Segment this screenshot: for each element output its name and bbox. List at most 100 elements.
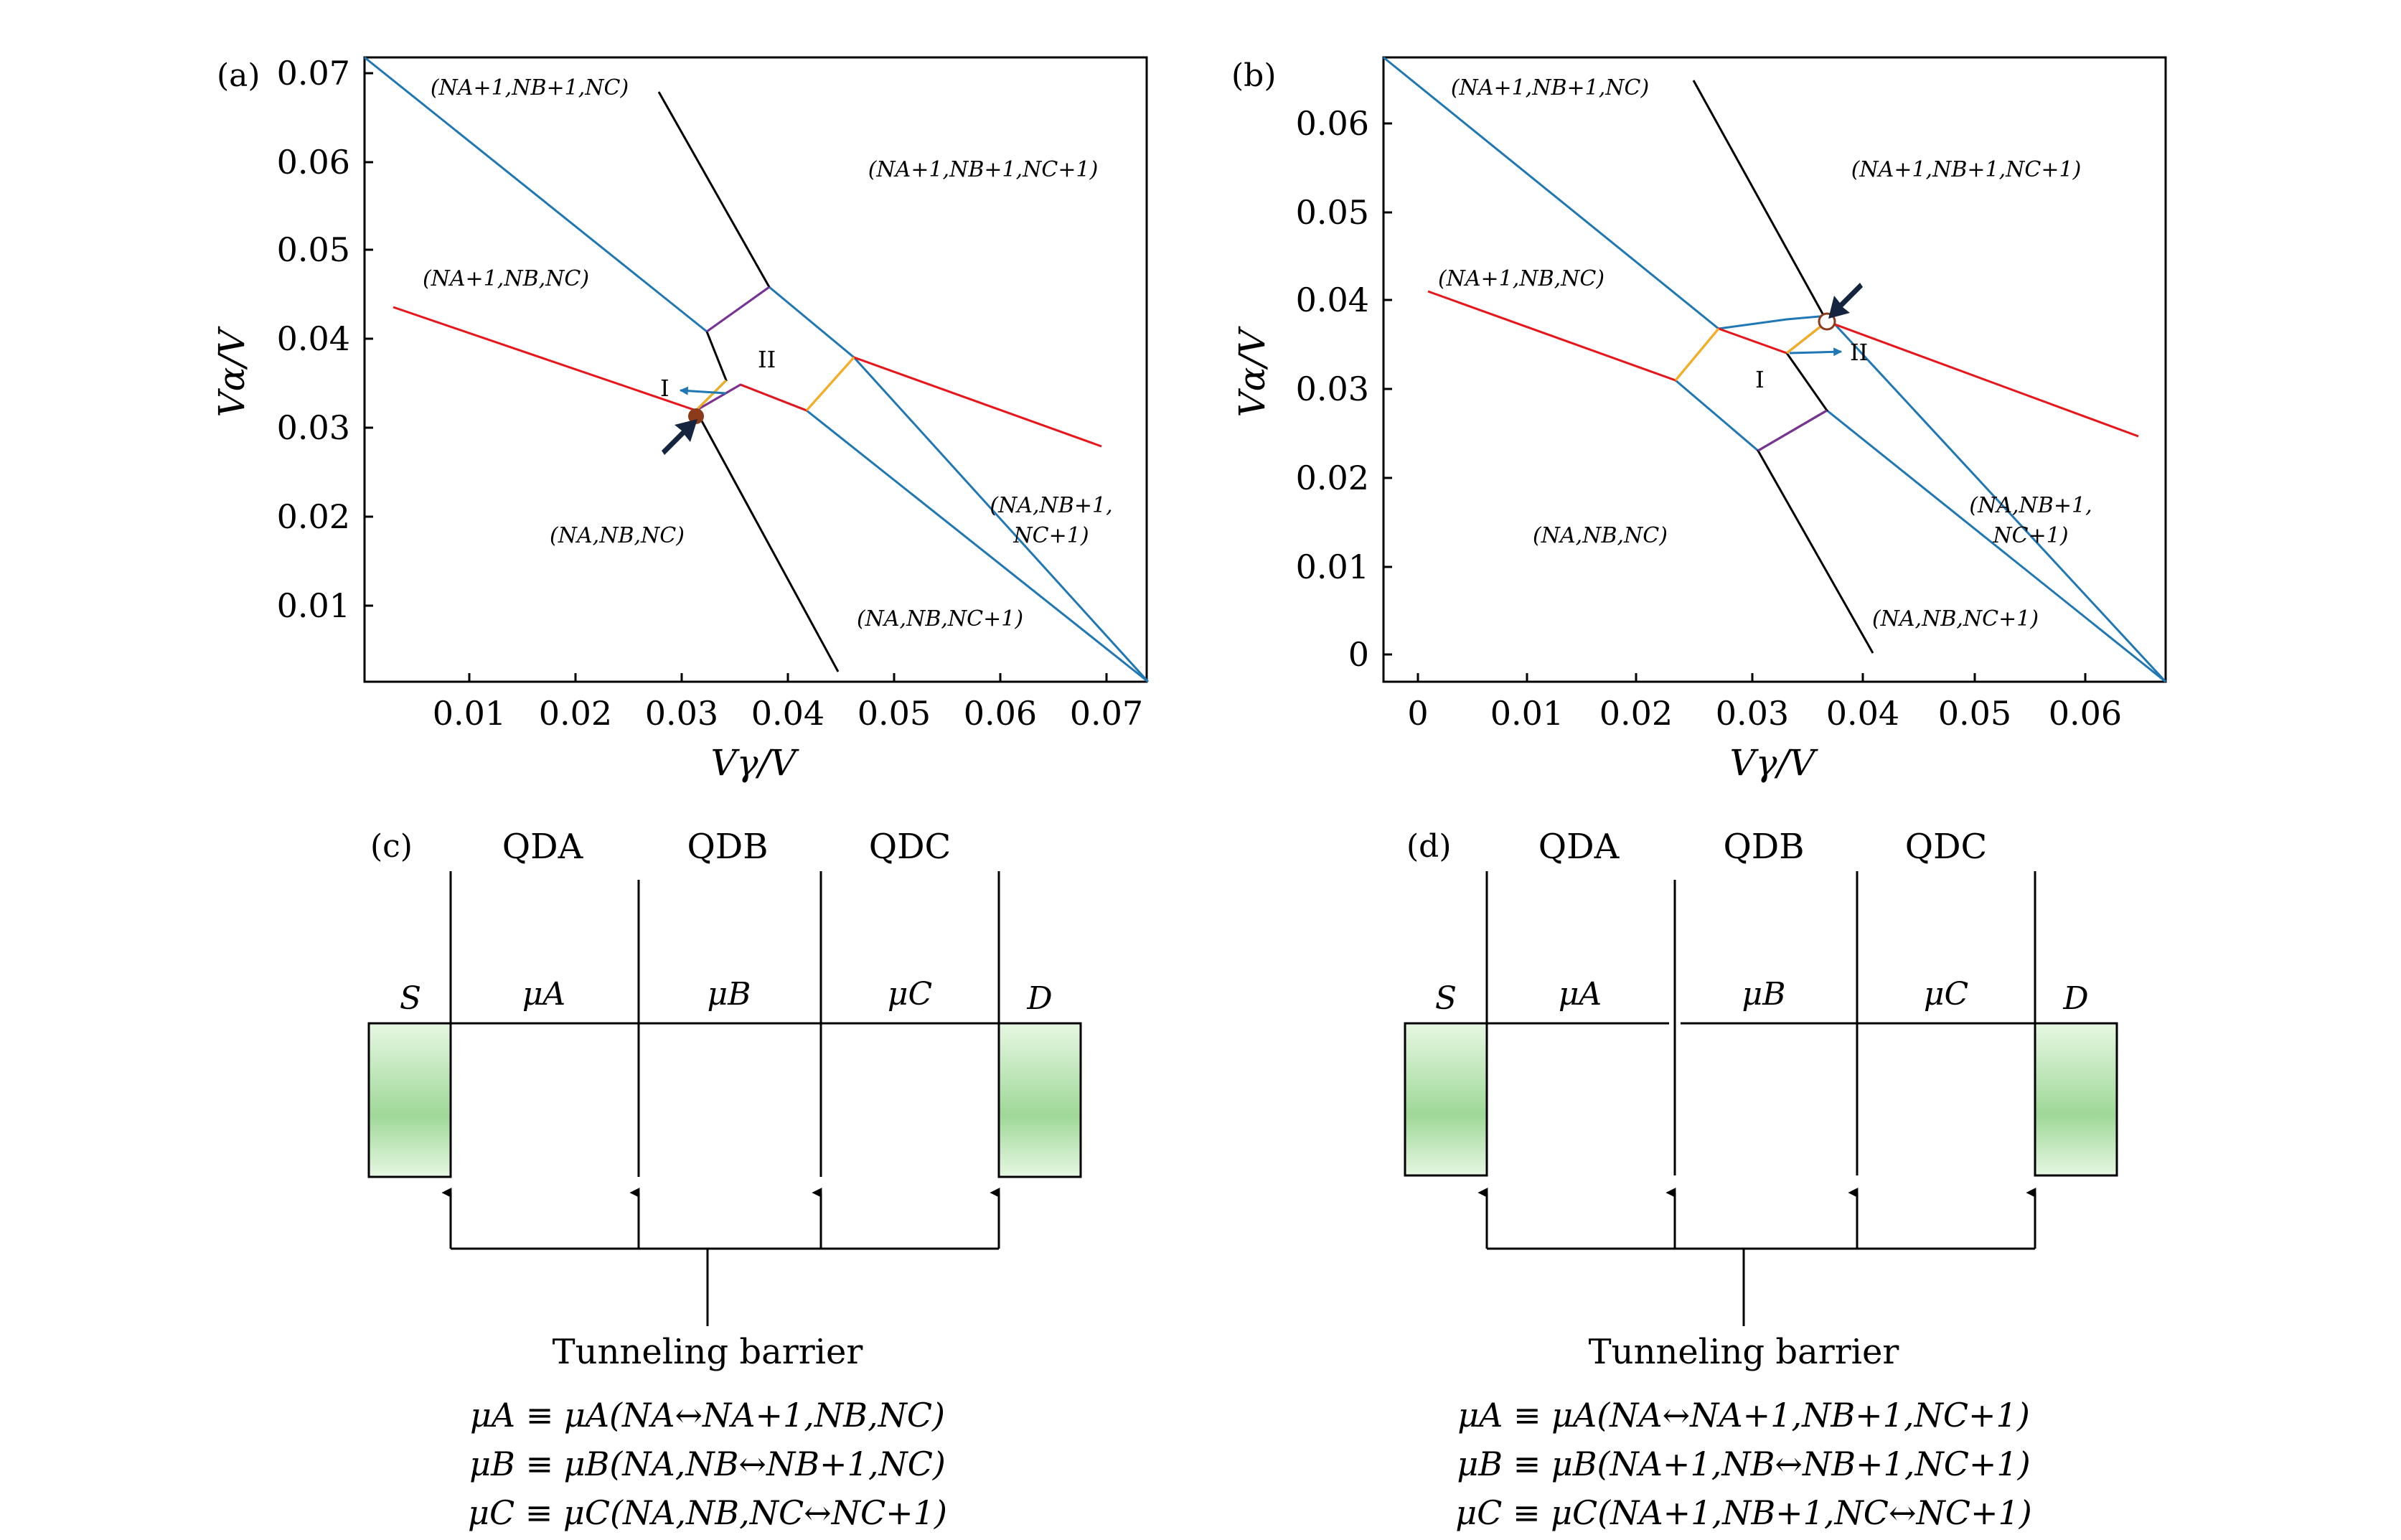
panel-d-mu-labels: μA μB μC (1559, 976, 1968, 1013)
drain-electrode (2034, 1022, 2118, 1177)
y-axis-label: Vα/V (211, 326, 253, 418)
region-label: (NA+1,NB+1,NC+1) (1851, 157, 2082, 182)
x-tick-label: 0.02 (1599, 694, 1673, 733)
panel-d-wires (1477, 871, 2036, 1326)
y-tick-label: 0.04 (1296, 281, 1369, 319)
orange-segment (1674, 328, 1720, 381)
panel-c-equations: μA ≡ μA(NA↔NA+1,NB,NC) μB ≡ μB(NA,NB↔NB+… (468, 1396, 947, 1532)
panel-c: (c) QDA QDB QDC S D μA μB μC Tunnel (367, 827, 1082, 1532)
mu-label: μC (888, 976, 932, 1013)
region-label: (NA,NB,NC) (1533, 523, 1668, 548)
region-label: (NA+1,NB,NC) (1438, 266, 1604, 291)
equation: μA ≡ μA(NA↔NA+1,NB,NC) (470, 1396, 945, 1435)
y-tick-label: 0.01 (1296, 548, 1369, 586)
region-label: (NA+1,NB+1,NC) (431, 75, 629, 100)
panel-d-label: (d) (1406, 828, 1452, 865)
transition-arrow-icon (679, 386, 727, 395)
panel-a-label: (a) (217, 57, 260, 94)
region-label: (NA+1,NB+1,NC) (1451, 75, 1649, 100)
panel-b-axes (1382, 56, 2167, 683)
panel-a-region-labels: (NA+1,NB+1,NC) (NA+1,NB+1,NC+1) (NA+1,NB… (423, 75, 1113, 632)
region-label: (NA,NB,NC) (550, 523, 685, 548)
panel-d: (d) QDA QDB QDC S D μA μB μC (1404, 827, 2118, 1532)
panel-a: (a) 0.01 0.02 0.03 0.04 0.05 0.06 0.07 (211, 54, 1150, 784)
panel-b-xticks: 0 0.01 0.02 0.03 0.04 0.05 0.06 (1407, 694, 2122, 733)
region-label: (NA,NB,NC+1) (1872, 606, 2039, 632)
panel-b-yticks: 0 0.01 0.02 0.03 0.04 0.05 0.06 (1296, 104, 1369, 674)
equation: μB ≡ μB(NA+1,NB↔NB+1,NC+1) (1457, 1445, 2030, 1483)
x-tick-label: 0.07 (1070, 694, 1143, 733)
mu-label: μB (708, 976, 751, 1013)
x-tick-label: 0.01 (1490, 694, 1564, 733)
orange-segment (805, 357, 855, 411)
x-axis-label: Vγ/V (711, 742, 800, 784)
x-tick-label: 0.06 (964, 694, 1037, 733)
source-label: S (1435, 980, 1457, 1017)
blue-boundary-lower (1675, 379, 2166, 683)
region-label: NC+1) (1012, 523, 1089, 548)
equation: μA ≡ μA(NA↔NA+1,NB+1,NC+1) (1457, 1396, 2030, 1435)
y-tick-label: 0.03 (277, 408, 350, 447)
panel-a-boundaries (364, 56, 1150, 683)
region-label: (NA,NB+1, (1969, 493, 2092, 518)
panel-a-xticks: 0.01 0.02 0.03 0.04 0.05 0.06 0.07 (433, 694, 1143, 733)
panel-c-label: (c) (370, 828, 413, 865)
drain-label: D (1026, 980, 1052, 1017)
orange-segment (695, 379, 728, 412)
x-tick-label: 0.02 (539, 694, 612, 733)
blue-boundary-upper (1383, 56, 2167, 683)
purple-segment (706, 286, 770, 333)
mu-label: μA (1559, 976, 1602, 1013)
tunneling-barrier-label: Tunneling barrier (553, 1332, 863, 1372)
qd-label: QDA (1538, 827, 1620, 867)
equation: μC ≡ μC(NA,NB,NC↔NC+1) (468, 1493, 947, 1532)
pointer-arrow-icon (1828, 283, 1863, 319)
qd-label: QDC (1905, 827, 1988, 867)
black-boundary (657, 91, 771, 288)
region-label: NC+1) (1992, 523, 2068, 548)
red-boundary (1427, 290, 2139, 438)
qd-label: QDB (1723, 827, 1804, 867)
qd-label: QDC (869, 827, 952, 867)
tunneling-barrier-label: Tunneling barrier (1589, 1332, 1899, 1372)
x-tick-label: 0.04 (1826, 694, 1899, 733)
marker-I: I (660, 375, 669, 402)
pointer-arrow-icon (662, 419, 697, 455)
equation: μB ≡ μB(NA,NB↔NB+1,NC) (469, 1445, 946, 1483)
source-electrode (367, 1022, 452, 1178)
panel-c-wires (441, 871, 1000, 1326)
region-label: (NA+1,NB,NC) (423, 266, 589, 291)
x-tick-label: 0.05 (858, 694, 931, 733)
y-tick-label: 0.01 (277, 586, 350, 625)
red-boundary (393, 306, 1102, 448)
y-axis-label: Vα/V (1231, 326, 1273, 418)
qd-label: QDA (502, 827, 584, 867)
y-tick-label: 0.06 (1296, 104, 1369, 143)
panel-b-boundaries (1383, 56, 2167, 683)
mu-label: μB (1742, 976, 1786, 1013)
state-dot (688, 408, 704, 424)
marker-II: II (1850, 339, 1868, 366)
source-electrode (1404, 1022, 1488, 1177)
x-tick-label: 0.06 (2049, 694, 2122, 733)
y-tick-label: 0.03 (1296, 370, 1369, 408)
panel-c-qd-labels: QDA QDB QDC (502, 827, 952, 867)
marker-I: I (1755, 366, 1765, 393)
x-tick-label: 0 (1407, 694, 1428, 733)
source-label: S (400, 980, 421, 1017)
y-tick-label: 0.06 (277, 143, 350, 182)
y-tick-label: 0.07 (277, 54, 350, 93)
panel-a-axes (363, 56, 1148, 683)
panel-d-qd-labels: QDA QDB QDC (1538, 827, 1988, 867)
y-tick-label: 0 (1348, 635, 1369, 674)
black-boundary (1692, 80, 1828, 322)
purple-segment (1757, 409, 1828, 452)
panel-b-label: (b) (1231, 57, 1277, 94)
panel-d-equations: μA ≡ μA(NA↔NA+1,NB+1,NC+1) μB ≡ μB(NA+1,… (1455, 1396, 2032, 1532)
drain-electrode (997, 1022, 1082, 1178)
panel-b-region-labels: (NA+1,NB+1,NC) (NA+1,NB+1,NC+1) (NA+1,NB… (1438, 75, 2092, 632)
region-label: (NA,NB,NC+1) (857, 606, 1023, 632)
transition-arrow-icon (1789, 347, 1843, 357)
region-label: (NA,NB+1, (990, 493, 1112, 518)
